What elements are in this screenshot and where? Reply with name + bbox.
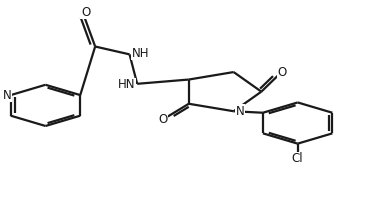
Text: O: O [278, 66, 287, 79]
Text: HN: HN [118, 78, 135, 91]
Text: O: O [159, 113, 168, 126]
Text: Cl: Cl [292, 152, 303, 165]
Text: NH: NH [132, 47, 149, 60]
Text: O: O [81, 6, 90, 19]
Text: N: N [235, 105, 244, 118]
Text: N: N [3, 89, 11, 101]
